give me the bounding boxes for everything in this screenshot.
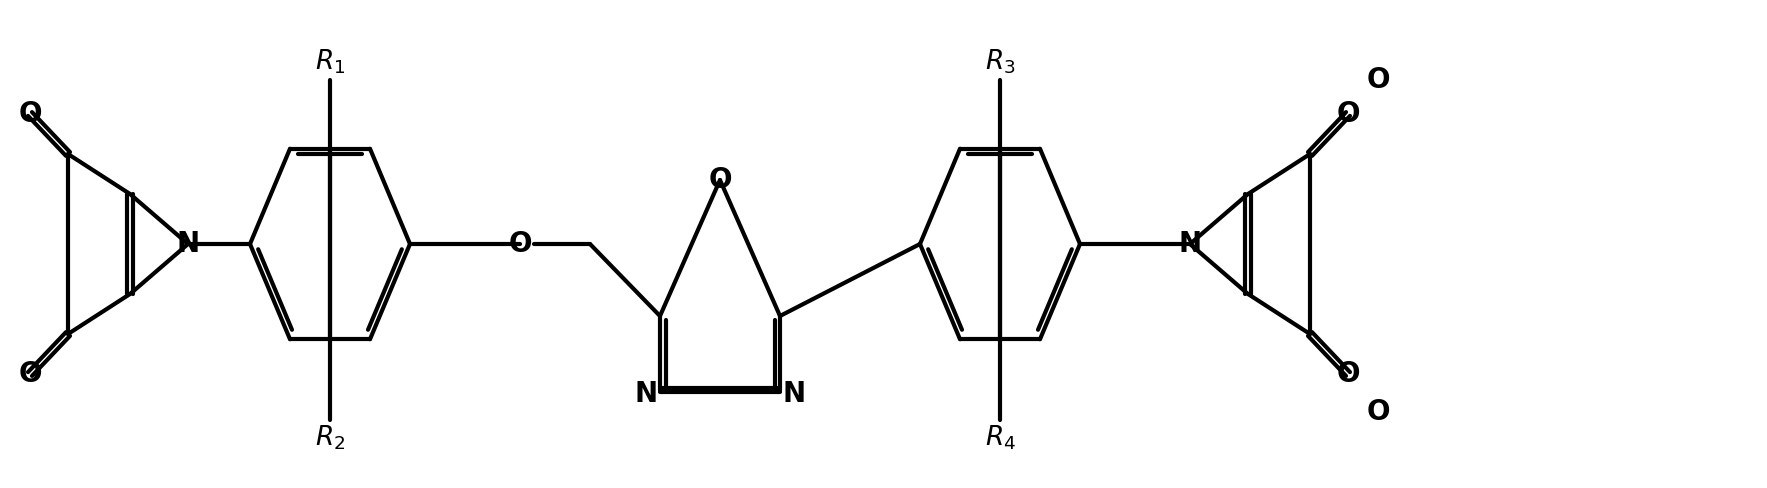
Text: N: N (783, 380, 806, 408)
Text: O: O (1336, 100, 1361, 128)
Text: O: O (1366, 398, 1391, 426)
Text: O: O (18, 360, 42, 388)
Text: O: O (1336, 360, 1361, 388)
Text: $R_3$: $R_3$ (984, 48, 1016, 76)
Text: N: N (177, 230, 200, 258)
Text: O: O (709, 166, 732, 194)
Text: N: N (1179, 230, 1202, 258)
Text: O: O (18, 100, 42, 128)
Text: $R_1$: $R_1$ (315, 48, 345, 76)
Text: O: O (509, 230, 532, 258)
Text: $R_2$: $R_2$ (315, 424, 345, 452)
Text: N: N (634, 380, 657, 408)
Text: $R_4$: $R_4$ (984, 424, 1016, 452)
Text: O: O (1366, 66, 1391, 94)
